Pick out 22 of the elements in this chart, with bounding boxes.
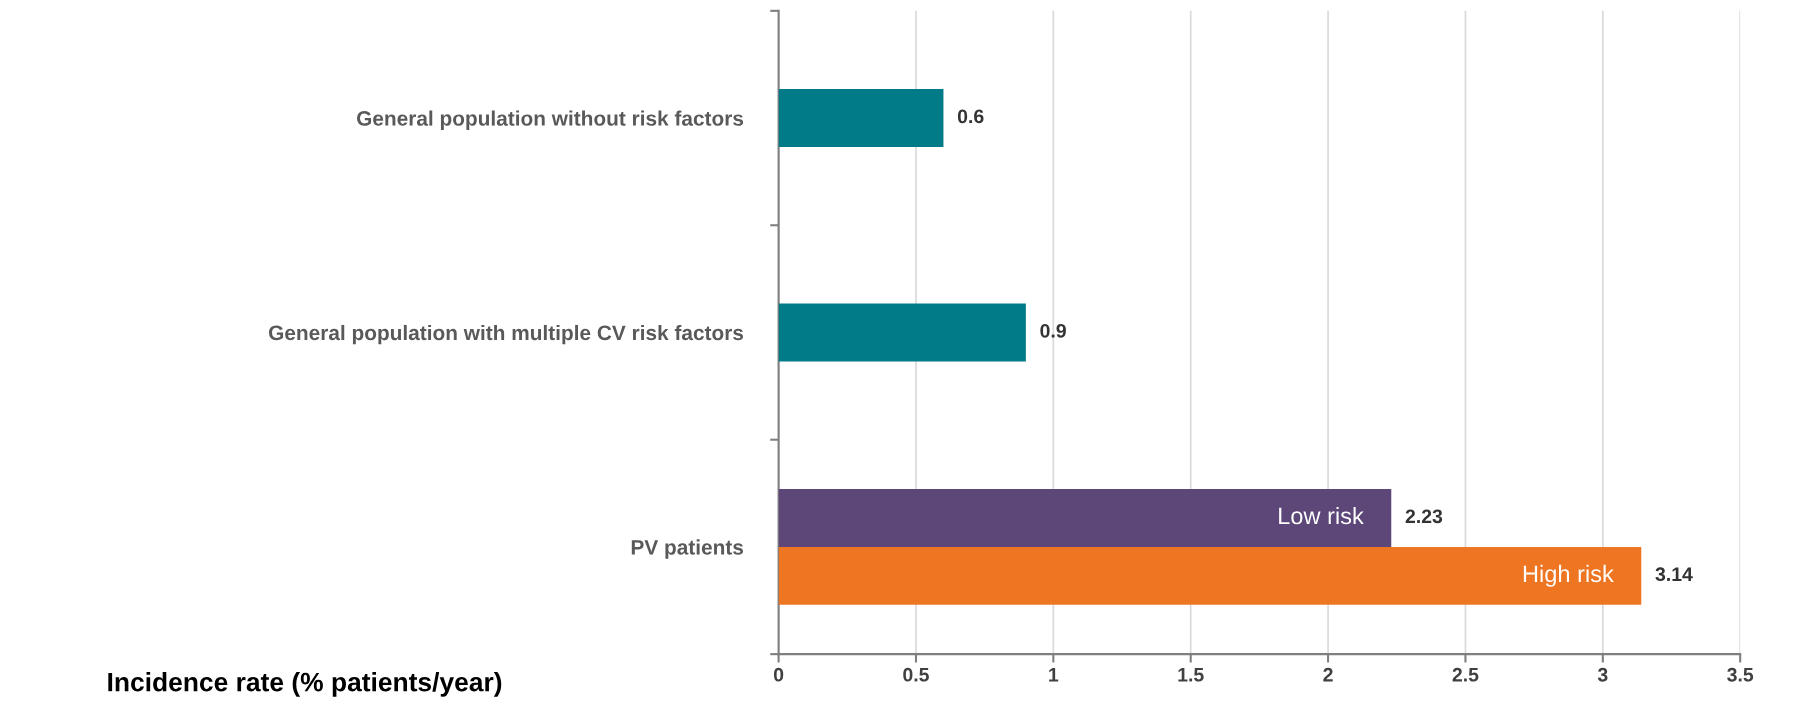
- bar: [778, 546, 1642, 605]
- data-label: 2.23: [1405, 509, 1443, 524]
- series-label: Low risk: [1279, 506, 1364, 525]
- x-tick-label: 2.5: [1452, 667, 1479, 682]
- bar: [778, 89, 944, 147]
- x-tick-label: 3.5: [1727, 667, 1754, 682]
- x-tick-label: 0: [773, 667, 784, 682]
- data-label: 0.6: [957, 109, 984, 124]
- x-axis-title: Incidence rate (% patients/year): [108, 672, 502, 697]
- x-tick-label: 1: [1049, 668, 1059, 682]
- y-tick-label: General population without risk factors: [356, 110, 744, 130]
- x-tick-label: 3: [1597, 667, 1608, 682]
- x-tick-label: 2: [1323, 667, 1333, 682]
- x-tick-label: 1.5: [1178, 668, 1204, 682]
- data-label: 0.9: [1040, 323, 1066, 338]
- bar: [778, 303, 1026, 362]
- x-tick-label: 0.5: [903, 667, 929, 682]
- series-label: High risk: [1523, 564, 1614, 587]
- bar: [778, 489, 1392, 547]
- y-tick-label: PV patients: [631, 539, 744, 559]
- data-label: 3.14: [1655, 567, 1693, 582]
- y-tick-label: General population with multiple CV risk factors: [268, 324, 744, 345]
